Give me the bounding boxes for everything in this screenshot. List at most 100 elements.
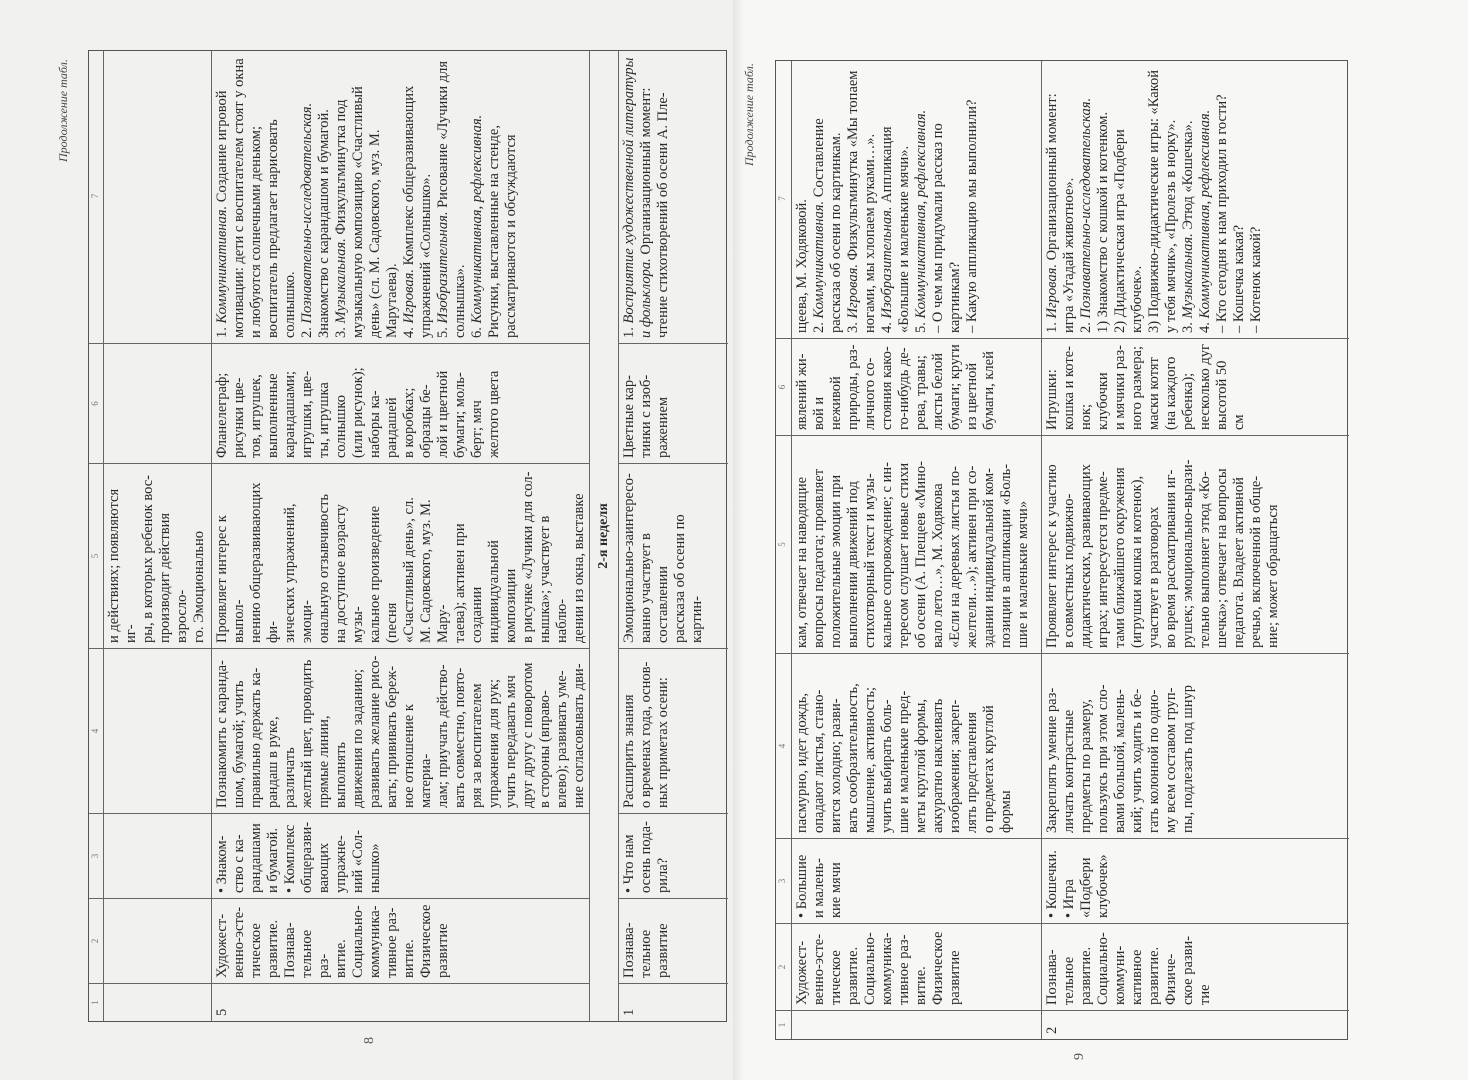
activity-number: 1. [1044, 318, 1060, 333]
column-number-6: 6 [89, 344, 103, 464]
column-number-3: 3 [89, 814, 103, 899]
activity-number: 1. [621, 323, 637, 338]
activity-type: Изобразительная. [879, 206, 895, 319]
column-number-4: 4 [89, 649, 103, 814]
activity-item: – Какую аппликацию мы выполнили? [964, 64, 981, 333]
cell-education-area: Познава- тельное развитие. Социально- ко… [1042, 924, 1349, 1011]
week-header-row: 2-я неделя [589, 51, 618, 1021]
cell-outcomes: Эмоционально-заинтересо- ванно участвует… [619, 464, 728, 649]
cell-activities: 1. Игровая. Организационный момент: игра… [1042, 61, 1349, 339]
column-number-3: 3 [776, 839, 791, 924]
cell-goals: пасмурно, идет дождь, опадают листья, ст… [792, 654, 1041, 839]
activity-text: – Какую аппликацию мы выполнили? [964, 99, 980, 333]
activity-item: 4. Коммуникативная, рефлексивная. [1197, 64, 1214, 333]
activity-type: Познавательно-исследовательская. [1078, 97, 1094, 319]
activity-item: 4. Изобразительная. Аппликация «Большие … [879, 64, 913, 333]
page-right [738, 0, 1468, 1080]
cell-goals: Закреплять умение раз- личать контрастны… [1042, 654, 1349, 839]
activity-number: 2. [299, 323, 315, 338]
cell-outcomes: Проявляет интерес к выпол- нению общераз… [212, 464, 589, 649]
table-row: 5 Художест- венно-эсте- тическое развитие… [211, 51, 589, 1021]
activity-text: 1) Знакомство с кошкой и котенком. [1095, 111, 1111, 333]
activity-item: 4. Игровая. Комплекс общеразвивающих упр… [401, 54, 435, 338]
cell-education-area: Познава- тельное развитие [619, 899, 728, 984]
activity-number: 5. [435, 323, 451, 338]
activity-text: Знакомство с карандашом и бумагой. [316, 109, 332, 338]
activity-number: 3. [333, 323, 349, 338]
cell-education-area [104, 899, 211, 984]
cell-topic [104, 814, 211, 899]
activity-number: 4. [401, 323, 417, 338]
column-number-2: 2 [89, 899, 103, 984]
activity-item: 2) Дидактическая игра «Подбери клубочек»… [1112, 64, 1146, 333]
activity-type: Музыкальная. [1180, 233, 1196, 319]
activity-type: Изобразительная. [435, 211, 451, 324]
table-row: 2 Познава- тельное развитие. Социально- к… [1041, 61, 1349, 1039]
column-number-1: 1 [90, 1000, 100, 1005]
activity-item: 3. Игровая. Физкультминутка «Мы топаем н… [845, 64, 879, 334]
activity-text: – Кто сегодня к нам приходил в гости? [1214, 94, 1230, 333]
activity-item: 1. Игровая. Организационный момент: игра… [1044, 64, 1078, 333]
activity-number: 2. [811, 318, 827, 333]
activity-item: 5. Коммуникативная, рефлексивная. [913, 64, 930, 333]
activity-number: 2. [1078, 318, 1094, 333]
activity-item: щеева, М. Ходяковой. [794, 64, 811, 333]
activity-type: Игровая. [1044, 264, 1060, 319]
activity-item: 3. Музыкальная. Физкультминутка под музы… [333, 54, 401, 338]
activity-text: – Котенок какой? [1248, 226, 1264, 333]
activity-item: – Кто сегодня к нам приходил в гости? [1214, 64, 1231, 333]
activity-text: 3) Подвижно-дидактические игры: «Какой у… [1146, 70, 1179, 333]
column-number-5: 5 [776, 436, 791, 654]
cell-outcomes: и действиях; появляются иг- ры, в которы… [104, 464, 211, 649]
activity-text: – О чем мы придумали рассказ по картинка… [930, 123, 963, 333]
cell-number: 5 [214, 1008, 230, 1016]
activity-type: Коммуникативная. [811, 200, 827, 319]
column-number-1: 1 [777, 1022, 787, 1028]
cell-materials: Фланелеграф; рисунки цве- тов, игрушек, … [212, 344, 589, 464]
cell-number [104, 984, 211, 1021]
activity-item: 1. Коммуникативная. Создание игровой мот… [214, 54, 299, 338]
activity-number: 4. [879, 318, 895, 333]
activity-item: – О чем мы придумали рассказ по картинка… [930, 64, 964, 333]
table-row: 1 Познава- тельное развитие • Что нам осен… [618, 51, 728, 1021]
cell-number [792, 1011, 1041, 1039]
cell-goals: Расширить знания о временах года, основ-… [619, 649, 728, 814]
activity-type: Коммуникативная, рефлексивная. [1197, 109, 1213, 319]
lesson-plan-table: 1 2 3 4 5 6 7 Художест- венно-эсте- тическое ра… [775, 60, 1349, 1040]
activity-type: Музыкальная. [333, 238, 349, 324]
activity-item: 3) Подвижно-дидактические игры: «Какой у… [1146, 64, 1180, 333]
activity-item: – Котенок какой? [1248, 64, 1265, 333]
column-number-7: 7 [89, 51, 103, 344]
cell-number: 1 [621, 1008, 637, 1016]
activity-number: 3. [1180, 318, 1196, 333]
cell-activities: щеева, М. Ходяковой. 2. Коммуникативная. … [792, 61, 1041, 339]
page-number: 8 [362, 1037, 377, 1044]
activity-number: 6. [469, 323, 485, 338]
activity-number: 4. [1197, 318, 1213, 333]
column-number-6: 6 [776, 339, 791, 436]
cell-education-area: Художест- венно-эсте- тическое развитие.… [212, 899, 589, 984]
activity-type: Игровая. [845, 264, 861, 319]
column-number-2: 2 [776, 924, 791, 1011]
activity-type: Познавательно-исследовательская. [299, 102, 315, 324]
activity-item: 2. Познавательно-исследовательская. [1078, 64, 1095, 333]
book-gutter [733, 0, 743, 1080]
activity-item: 3. Музыкальная. Этюд «Кошечка». [1180, 64, 1197, 333]
column-number-7: 7 [776, 61, 791, 339]
activity-number: 1. [214, 323, 230, 338]
activity-item: Рисунки, выставленные на стенде, рассмат… [486, 54, 520, 338]
column-number-4: 4 [776, 654, 791, 839]
activity-item: 2. Познавательно-исследовательская. Знак… [299, 54, 333, 338]
table-row: и действиях; появляются иг- ры, в которы… [103, 51, 211, 1021]
cell-materials: Игрушки: кошка и коте- нок; клубочки и м… [1042, 339, 1349, 436]
cell-materials [104, 344, 211, 464]
activity-item: – Кошечка какая? [1231, 64, 1248, 333]
cell-materials: Цветные кар- тинки с изоб- ражением [619, 344, 728, 464]
activity-type: Коммуникативная, рефлексивная. [469, 114, 485, 324]
cell-goals [104, 649, 211, 814]
column-number-5: 5 [89, 464, 103, 649]
activity-item: 1. Восприятие художественной литературы … [621, 54, 672, 338]
activity-text: щеева, М. Ходяковой. [794, 199, 810, 333]
